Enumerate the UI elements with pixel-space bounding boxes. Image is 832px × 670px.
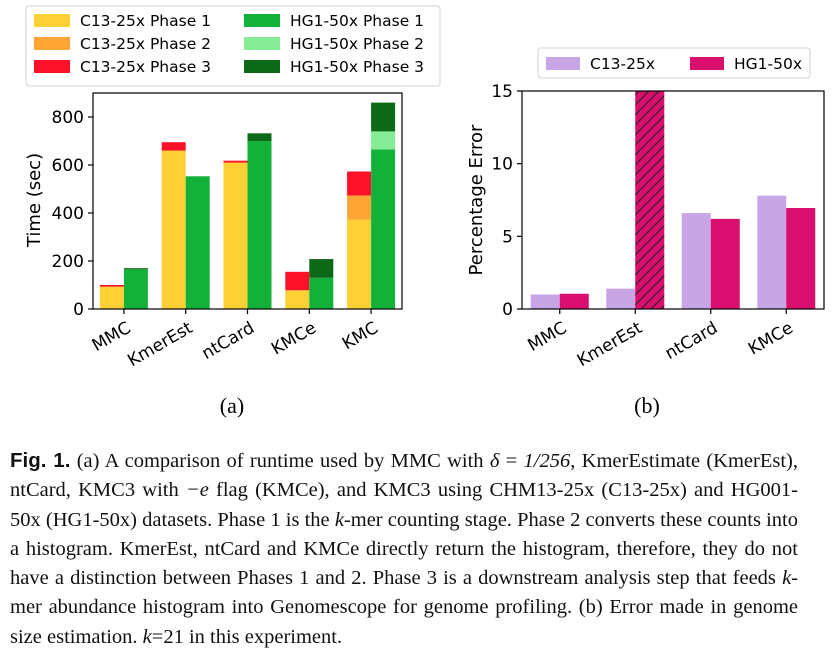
bar-kmc-c13-25x-phase1	[347, 219, 372, 309]
bar-mmc-c13-25x	[530, 294, 560, 309]
runtime-y-tick-label: 400	[52, 204, 84, 224]
error-plot-frame	[521, 90, 825, 310]
legend-swatch	[244, 37, 280, 50]
bar-mmc-hg1-50x-phase3	[123, 268, 148, 270]
caption-text: , KmerEstimate (KmerEst), ntCard, KMC3 w…	[10, 450, 799, 502]
runtime-y-tick-label: 600	[52, 156, 84, 176]
caption-text: -mer abundance histogram into Genomescop…	[10, 567, 798, 648]
bar-kmce-hg1-50x-phase3	[309, 259, 334, 278]
legend-swatch	[34, 37, 70, 50]
error-x-tick-label: KMCe	[745, 318, 797, 359]
bar-ntcard-c13-25x-phase1	[223, 162, 248, 309]
figure: C13-25x Phase 1 C13-25x Phase 2 C13-25x Ph…	[24, 5, 825, 418]
bar-kmce-c13-25x	[757, 195, 787, 309]
legend-swatch	[690, 57, 724, 70]
bar-kmce-hg1-50x	[786, 207, 816, 309]
legend-swatch	[546, 57, 580, 70]
bar-kmce-hg1-50x-phase1	[309, 277, 334, 309]
legend-label: C13-25x Phase 1	[80, 12, 211, 30]
caption-body: (a) A comparison of runtime used by MMC …	[10, 450, 798, 648]
panel-a-label: (a)	[220, 393, 244, 418]
runtime-x-tick-label: ntCard	[198, 318, 258, 364]
bar-mmc-c13-25x-phase1	[99, 286, 124, 309]
caption-text: flag (KMCe), and KMC3 using CHM13-25x (C…	[10, 479, 798, 531]
runtime-chart: C13-25x Phase 1 C13-25x Phase 2 C13-25x Ph…	[24, 5, 441, 418]
bar-mmc-hg1-50x	[559, 293, 589, 309]
error-legend: C13-25x HG1-50x	[537, 47, 811, 79]
caption-math: k	[334, 508, 344, 531]
legend-label: C13-25x Phase 2	[80, 35, 211, 53]
runtime-x-tick-label: MMC	[89, 318, 135, 356]
legend-label: HG1-50x Phase 2	[290, 35, 424, 53]
error-y-tick-label: 15	[491, 82, 513, 102]
error-x-tick-label: MMC	[525, 318, 571, 356]
caption-text: =21 in this experiment.	[151, 625, 343, 648]
bar-ntcard-hg1-50x	[710, 218, 740, 309]
runtime-plot-frame	[92, 92, 403, 310]
runtime-x-tick-label: KMC	[339, 318, 382, 354]
caption-math: k	[782, 567, 792, 590]
caption-math: −e	[185, 479, 209, 502]
error-y-tick-label: 5	[502, 227, 513, 247]
bar-ntcard-c13-25x-phase3	[223, 160, 248, 163]
runtime-y-tick-label: 800	[52, 108, 84, 128]
bar-kmce-c13-25x-phase1	[285, 290, 310, 309]
error-y-tick-label: 10	[491, 155, 513, 175]
error-x-tick-label: KmerEst	[574, 318, 646, 371]
error-x-tick-label: ntCard	[662, 318, 722, 364]
caption-math: δ	[489, 450, 500, 472]
bar-mmc-hg1-50x-phase1	[123, 269, 148, 309]
bar-kmc-hg1-50x-phase1	[371, 149, 396, 309]
bar-ntcard-hg1-50x-phase1	[247, 141, 272, 309]
error-chart: C13-25x HG1-50x 0 5 10 15 MMC KmerEst ntCard KM…	[466, 47, 825, 418]
caption-text: (a) A comparison of runtime used by MMC …	[70, 450, 490, 472]
bar-mmc-c13-25x-phase3	[99, 285, 124, 287]
legend-label: C13-25x Phase 3	[80, 58, 211, 76]
bar-ntcard-hg1-50x-phase3	[247, 133, 272, 141]
error-y-axis-label: Percentage Error	[466, 124, 487, 275]
legend-label: HG1-50x	[734, 55, 802, 73]
legend-swatch	[244, 60, 280, 73]
bar-kmerest-c13-25x	[606, 288, 636, 309]
bar-kmc-c13-25x-phase3	[347, 171, 372, 196]
bar-ntcard-c13-25x	[681, 213, 711, 309]
legend-swatch	[244, 14, 280, 27]
bar-kmc-hg1-50x-phase3	[371, 102, 396, 132]
bar-kmc-c13-25x-phase2	[347, 195, 372, 220]
runtime-y-axis-label: Time (sec)	[24, 153, 45, 248]
runtime-legend: C13-25x Phase 1 C13-25x Phase 2 C13-25x Ph…	[25, 5, 441, 87]
figure-label: Fig. 1.	[10, 449, 71, 472]
caption-text: -mer counting stage. Phase 2 converts th…	[10, 508, 798, 590]
caption-math: 1/256	[523, 450, 571, 472]
legend-swatch	[34, 60, 70, 73]
caption-text: =	[499, 450, 524, 472]
legend-label: C13-25x	[590, 55, 655, 73]
bar-kmc-hg1-50x-phase2	[371, 131, 396, 150]
bar-kmerest-c13-25x-phase1	[161, 150, 186, 309]
bar-hatch-clipped	[635, 91, 665, 309]
runtime-x-tick-label: KMCe	[268, 318, 320, 359]
panel-b-label: (b)	[634, 393, 660, 418]
bar-kmerest-c13-25x-phase3	[161, 142, 186, 151]
runtime-y-tick-label: 200	[52, 252, 84, 272]
bar-kmerest-hg1-50x-phase1	[185, 176, 210, 309]
error-y-tick-label: 0	[502, 300, 513, 320]
legend-label: HG1-50x Phase 1	[290, 12, 424, 30]
runtime-x-tick-label: KmerEst	[124, 318, 196, 371]
legend-label: HG1-50x Phase 3	[290, 58, 424, 76]
figure-caption: Fig. 1. (a) A comparison of runtime used…	[10, 446, 798, 652]
bar-kmce-c13-25x-phase3	[285, 271, 310, 291]
legend-swatch	[34, 14, 70, 27]
runtime-y-tick-label: 0	[73, 300, 84, 320]
caption-math: k	[142, 625, 152, 648]
